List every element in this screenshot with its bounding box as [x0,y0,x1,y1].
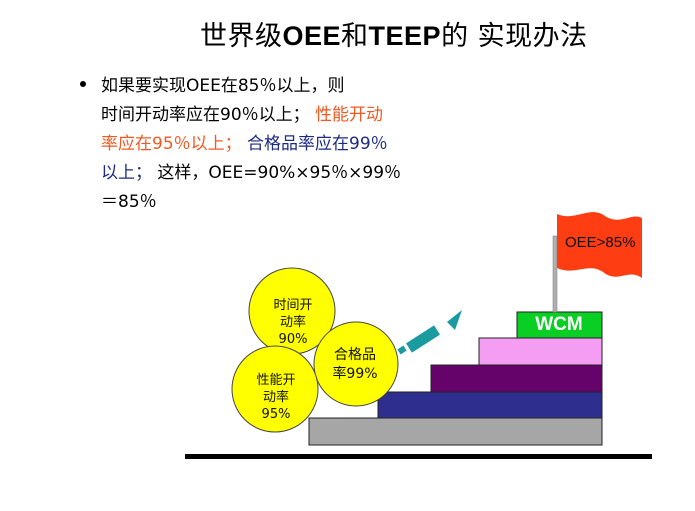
circle-time-line-1: 时间开 [273,298,313,313]
bullet-line-3a: 率应在95％以上； [101,134,242,154]
bullet-dot [80,81,86,87]
arrow-shaft [406,325,440,353]
circle-time-label: 时间开 动率 90% [262,297,324,348]
flag-pole [552,235,558,313]
step-2 [377,391,603,419]
arrow-head [447,310,462,330]
bullet-line-2: 时间开动率应在90％以上； 性能开动 [101,101,446,130]
bullet-line-4: 以上； 这样，OEE=90%×95％×99％ [101,159,446,188]
bullet-line-3: 率应在95％以上； 合格品率应在99％ [101,130,446,159]
title-part2: OEE [282,21,342,51]
circle-performance-line-1: 性能开 [256,373,296,388]
circle-quality-label: 合格品 率99% [323,346,387,384]
step-5-wcm [516,311,603,339]
ground-line [185,454,652,459]
wcm-label: WCM [535,314,583,335]
circle-time-line-3: 90% [278,332,308,347]
arrow-tail-mark [397,345,407,355]
circle-quality-rate [313,321,399,407]
step-1 [308,417,603,446]
arrow-icon [397,310,462,355]
slide-title: 世界级OEE和TEEP的 实现办法 [200,14,620,53]
bullet-line-1: 如果要实现OEE在85％以上，则 [101,76,345,96]
circle-time-line-2: 动率 [279,315,306,330]
title-part3: 和 [341,21,369,52]
flag-label: OEE>85% [565,234,636,251]
circle-performance-line-2: 动率 [262,390,289,405]
red-flag [557,212,642,278]
bullet-text: 如果要实现OEE在85％以上，则 时间开动率应在90％以上； 性能开动 率应在9… [101,72,446,217]
circle-performance-rate [231,345,319,433]
title-part4: TEEP [368,21,442,51]
title-part5: 的 实现办法 [441,21,588,52]
bullet-line-2b: 性能开动 [309,105,384,125]
circle-quality-line-1: 合格品 [334,347,376,363]
step-4 [478,337,603,366]
bullet-line-4b: 这样，OEE=90%×95％×99％ [152,163,402,183]
bullet-line-4a: 以上； [101,163,152,183]
circle-quality-line-2: 率99% [332,366,378,382]
bullet-line-2a: 时间开动率应在90％以上； [101,105,310,125]
title-part1: 世界级 [200,21,283,52]
circle-performance-label: 性能开 动率 95% [248,372,304,423]
bullet-line-3b: 合格品率应在99％ [241,134,388,154]
circle-performance-line-3: 95% [261,407,291,422]
bullet-line-5: ＝85％ [101,192,157,212]
step-3 [430,364,603,393]
